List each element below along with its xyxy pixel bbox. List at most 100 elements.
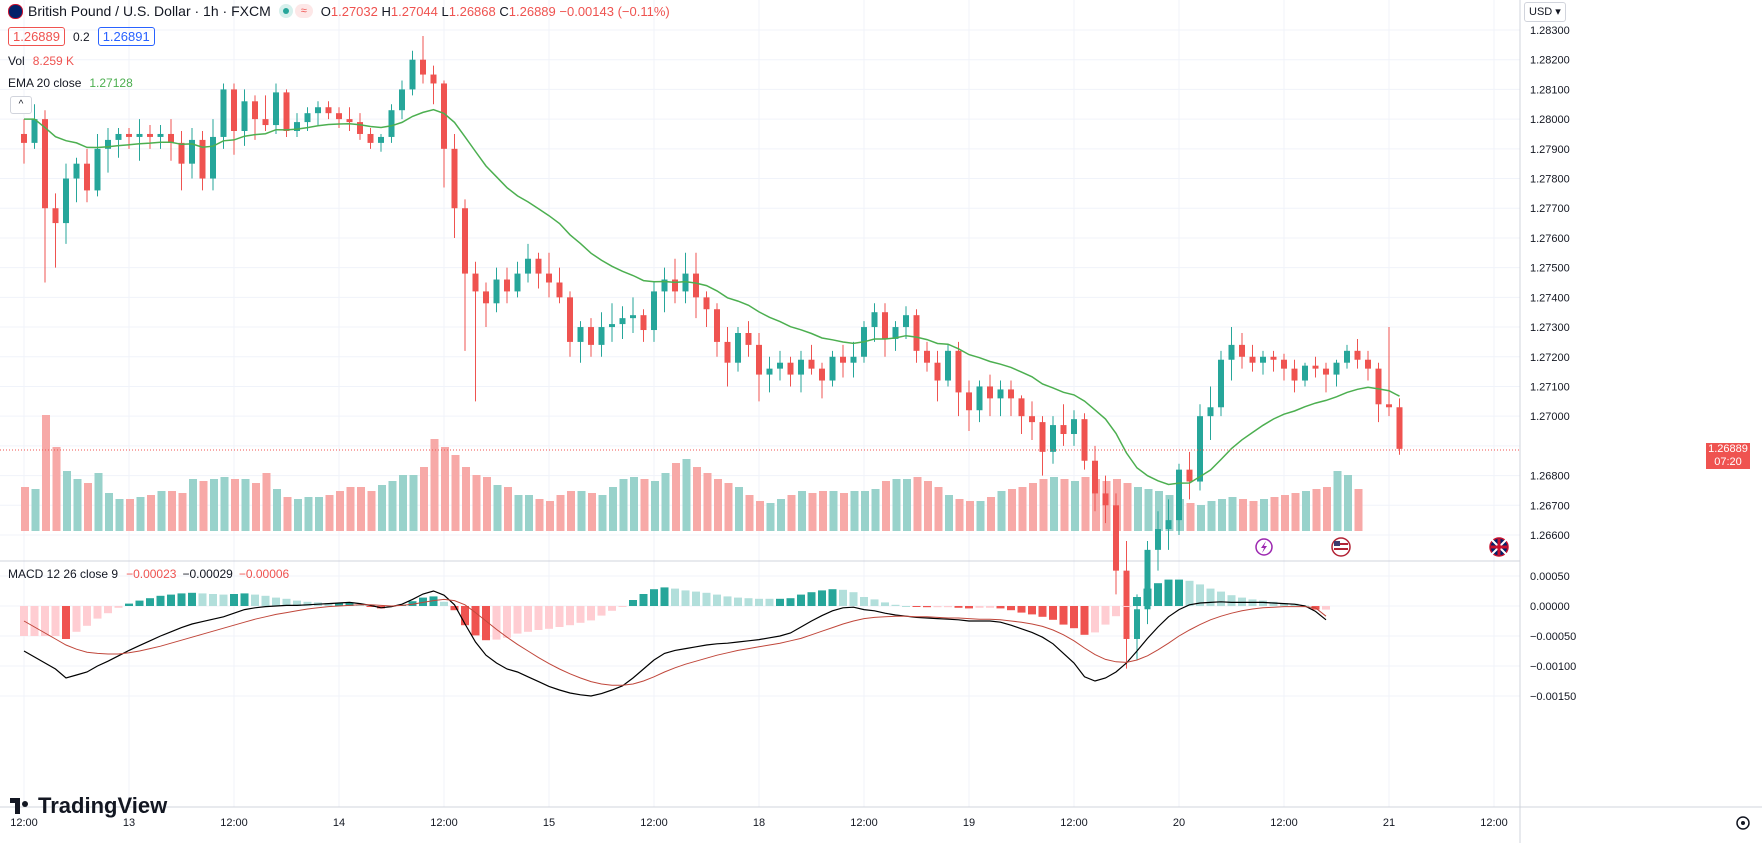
candle[interactable] bbox=[409, 50, 416, 96]
candle[interactable] bbox=[955, 341, 962, 417]
candle[interactable] bbox=[21, 119, 27, 164]
candle-body[interactable] bbox=[105, 139, 111, 149]
candle-body[interactable] bbox=[567, 297, 573, 342]
candle[interactable] bbox=[672, 258, 678, 304]
time-axis-label[interactable]: 20 bbox=[1173, 817, 1185, 829]
candle-body[interactable] bbox=[1354, 350, 1361, 360]
candle-body[interactable] bbox=[1081, 419, 1088, 461]
candle[interactable] bbox=[630, 297, 636, 333]
candle[interactable] bbox=[945, 344, 951, 387]
time-axis-label[interactable]: 15 bbox=[543, 817, 555, 829]
candle[interactable] bbox=[535, 252, 542, 289]
candle-body[interactable] bbox=[703, 297, 710, 310]
candle-body[interactable] bbox=[640, 315, 647, 331]
candle[interactable] bbox=[924, 341, 930, 372]
candle[interactable] bbox=[1218, 350, 1224, 417]
candle[interactable] bbox=[378, 133, 384, 152]
time-axis-label[interactable]: 18 bbox=[753, 817, 765, 829]
candle-body[interactable] bbox=[945, 350, 951, 381]
candle-body[interactable] bbox=[1302, 365, 1308, 381]
candle[interactable] bbox=[1281, 353, 1287, 381]
candle[interactable] bbox=[514, 261, 521, 298]
candle-body[interactable] bbox=[1260, 356, 1266, 363]
candle-body[interactable] bbox=[1165, 520, 1172, 530]
time-axis-label[interactable]: 12:00 bbox=[640, 817, 668, 829]
candle[interactable] bbox=[357, 113, 363, 140]
candle-body[interactable] bbox=[94, 148, 101, 191]
wave-icon[interactable]: ≈ bbox=[294, 4, 313, 18]
candle-body[interactable] bbox=[819, 368, 825, 381]
candle-body[interactable] bbox=[798, 359, 804, 375]
candle[interactable] bbox=[1333, 359, 1340, 387]
market-status-dot[interactable] bbox=[278, 4, 293, 18]
candle-body[interactable] bbox=[1344, 350, 1350, 363]
candle[interactable] bbox=[787, 356, 794, 387]
candle-body[interactable] bbox=[871, 312, 878, 328]
candle-body[interactable] bbox=[1239, 344, 1245, 357]
candle-body[interactable] bbox=[21, 133, 27, 143]
time-axis-label[interactable]: 12:00 bbox=[1270, 817, 1298, 829]
ema-legend[interactable]: EMA 20 close 1.27128 bbox=[8, 76, 133, 90]
candle[interactable] bbox=[777, 350, 783, 381]
candle-body[interactable] bbox=[850, 356, 857, 363]
candle-body[interactable] bbox=[1281, 359, 1287, 369]
candle-body[interactable] bbox=[52, 208, 59, 224]
candle[interactable] bbox=[934, 350, 941, 402]
candle-body[interactable] bbox=[997, 389, 1004, 399]
candle[interactable] bbox=[1312, 356, 1319, 378]
candle[interactable] bbox=[577, 321, 584, 363]
candle-body[interactable] bbox=[556, 282, 563, 298]
candle[interactable] bbox=[1239, 333, 1245, 369]
candle[interactable] bbox=[588, 318, 594, 357]
candle-body[interactable] bbox=[745, 333, 752, 345]
candle-body[interactable] bbox=[231, 89, 237, 131]
price-axis-label[interactable]: 1.27800 bbox=[1530, 174, 1570, 186]
candle[interactable] bbox=[283, 89, 290, 137]
candle[interactable] bbox=[556, 267, 563, 304]
candle-body[interactable] bbox=[525, 258, 531, 274]
candle[interactable] bbox=[136, 119, 143, 161]
macd-axis-label[interactable]: 0.00050 bbox=[1530, 571, 1570, 583]
candle[interactable] bbox=[1323, 362, 1329, 393]
candle[interactable] bbox=[147, 125, 153, 149]
candle-body[interactable] bbox=[609, 324, 615, 328]
candle-body[interactable] bbox=[493, 279, 500, 304]
candle[interactable] bbox=[325, 101, 332, 120]
candle[interactable] bbox=[504, 267, 510, 304]
candle-body[interactable] bbox=[976, 386, 983, 411]
candle-body[interactable] bbox=[157, 133, 164, 137]
candle[interactable] bbox=[52, 193, 59, 268]
candle[interactable] bbox=[756, 333, 762, 402]
candle-body[interactable] bbox=[651, 291, 657, 331]
candle[interactable] bbox=[966, 380, 972, 432]
candle-body[interactable] bbox=[735, 333, 741, 363]
time-axis-label[interactable]: 12:00 bbox=[220, 817, 248, 829]
candle[interactable] bbox=[997, 380, 1004, 417]
price-axis-label[interactable]: 1.27500 bbox=[1530, 263, 1570, 275]
candle[interactable] bbox=[1071, 410, 1077, 446]
time-axis-label[interactable]: 12:00 bbox=[430, 817, 458, 829]
candle[interactable] bbox=[903, 306, 909, 339]
candle[interactable] bbox=[220, 83, 227, 149]
candle[interactable] bbox=[871, 303, 878, 342]
candle-body[interactable] bbox=[178, 142, 185, 164]
candle[interactable] bbox=[651, 282, 657, 342]
candle[interactable] bbox=[609, 303, 615, 342]
time-axis-label[interactable]: 21 bbox=[1383, 817, 1395, 829]
candle-body[interactable] bbox=[441, 83, 447, 149]
candle-body[interactable] bbox=[672, 279, 678, 292]
macd-axis-label[interactable]: −0.00150 bbox=[1530, 691, 1576, 703]
candle[interactable] bbox=[189, 128, 195, 179]
candle-body[interactable] bbox=[714, 309, 720, 342]
candle[interactable] bbox=[73, 157, 80, 203]
candle[interactable] bbox=[231, 83, 237, 155]
candle-body[interactable] bbox=[577, 327, 584, 342]
price-axis-label[interactable]: 1.28200 bbox=[1530, 55, 1570, 67]
candle[interactable] bbox=[766, 356, 773, 393]
volume-legend[interactable]: Vol 8.259 K bbox=[8, 54, 75, 68]
candle[interactable] bbox=[1396, 398, 1403, 455]
candle[interactable] bbox=[31, 104, 38, 149]
candle-body[interactable] bbox=[903, 315, 909, 328]
time-axis[interactable]: 12:00 13 12:00 14 12:00 15 12:00 18 12:00 19 12:00… bbox=[10, 817, 1508, 829]
